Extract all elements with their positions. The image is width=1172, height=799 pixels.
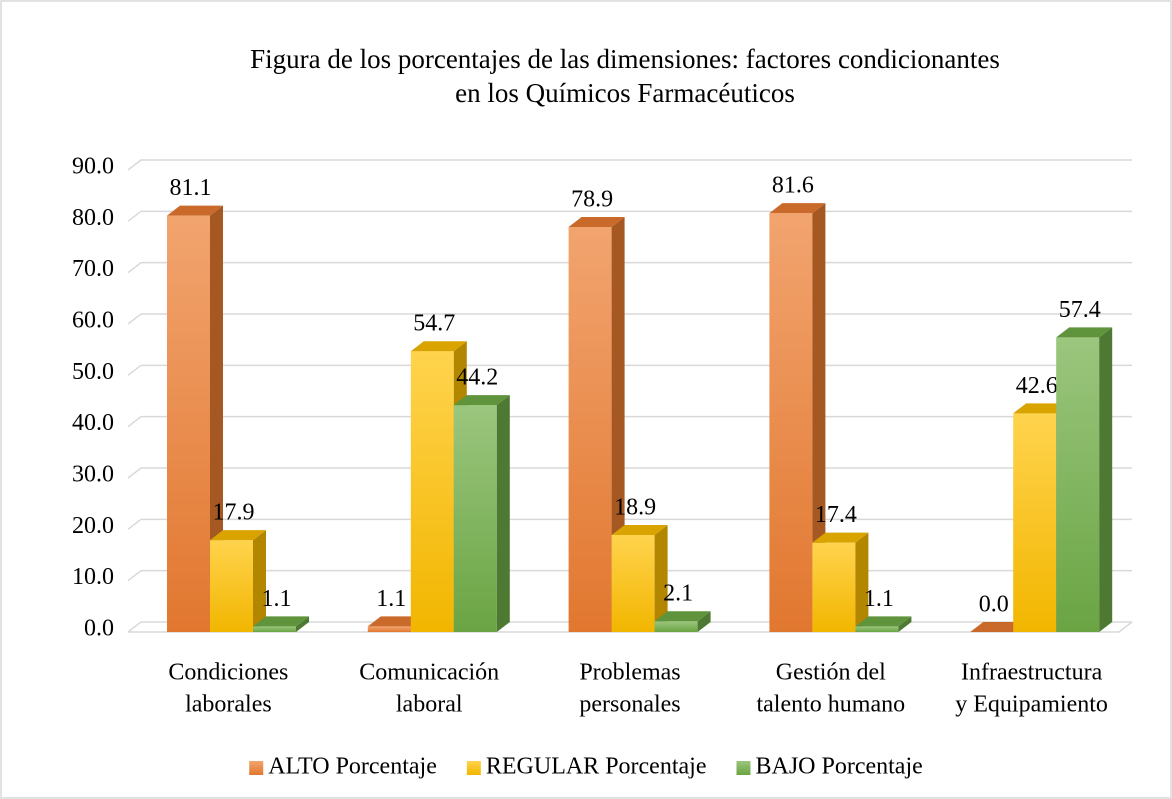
x-tick-label: Gestión del xyxy=(776,660,886,686)
bar-front xyxy=(654,621,698,632)
bar-top xyxy=(253,616,309,627)
bar-side xyxy=(253,530,266,632)
bar-top xyxy=(367,616,424,627)
bar-front xyxy=(611,534,655,632)
bar-top xyxy=(812,532,869,543)
x-tick-label: Infraestructura xyxy=(961,660,1103,686)
bar-top xyxy=(1013,403,1070,414)
bar xyxy=(812,532,869,632)
bar-front xyxy=(855,626,899,632)
bar-top xyxy=(210,530,266,541)
data-label: 44.2 xyxy=(456,365,498,391)
bar xyxy=(769,203,826,632)
bar-top xyxy=(1056,327,1113,338)
data-label: 2.1 xyxy=(663,581,693,607)
data-label: 17.4 xyxy=(815,502,857,528)
y-tick-label: 20.0 xyxy=(72,513,114,539)
chart-title: en los Químicos Farmacéuticos xyxy=(455,78,795,108)
y-tick-label: 90.0 xyxy=(72,154,114,180)
bar-side xyxy=(812,203,826,632)
legend-swatch xyxy=(249,761,264,775)
y-tick-label: 30.0 xyxy=(72,462,114,488)
y-tick-label: 0.0 xyxy=(84,616,114,642)
legend-swatch xyxy=(736,761,751,775)
bar xyxy=(1056,327,1113,632)
bar-front xyxy=(568,226,612,633)
y-tick-label: 80.0 xyxy=(72,205,114,231)
bar-top xyxy=(654,611,711,622)
data-label: 1.1 xyxy=(864,586,894,612)
data-label: 42.6 xyxy=(1016,373,1058,399)
bar-top xyxy=(855,616,912,627)
data-label: 0.0 xyxy=(979,592,1009,618)
x-tick-label: y Equipamiento xyxy=(955,692,1108,718)
bar-front xyxy=(210,540,253,632)
bar xyxy=(453,395,510,632)
y-tick-label: 60.0 xyxy=(72,308,114,334)
data-label: 78.9 xyxy=(571,186,613,212)
data-label: 1.1 xyxy=(376,586,406,612)
data-label: 18.9 xyxy=(614,494,656,520)
data-label: 81.1 xyxy=(170,175,212,201)
bar-top xyxy=(453,395,510,406)
bar-side xyxy=(496,395,510,632)
bar-front xyxy=(769,213,813,632)
x-tick-label: laborales xyxy=(185,692,272,718)
legend-label: REGULAR Porcentaje xyxy=(486,754,707,780)
x-tick-label: Problemas xyxy=(579,660,680,686)
bar-front xyxy=(167,215,210,633)
data-label: 81.6 xyxy=(772,173,814,199)
y-tick-label: 50.0 xyxy=(72,359,114,385)
y-tick-label: 10.0 xyxy=(72,564,114,590)
data-label: 54.7 xyxy=(413,311,455,337)
legend-swatch xyxy=(466,761,481,775)
bar-side xyxy=(654,524,668,632)
bar-top xyxy=(410,341,467,352)
bar xyxy=(654,611,711,632)
chart-title: Figura de los porcentajes de las dimensi… xyxy=(250,44,1000,74)
bar xyxy=(167,205,223,633)
data-label: 17.9 xyxy=(213,500,255,526)
x-tick-label: Condiciones xyxy=(168,660,288,686)
y-tick-label: 40.0 xyxy=(72,410,114,436)
bar-front xyxy=(253,626,296,632)
bar-side xyxy=(855,532,869,632)
bar-side xyxy=(697,611,711,632)
x-tick-label: laboral xyxy=(396,692,463,718)
bar-side xyxy=(1099,327,1113,632)
bar-front xyxy=(410,351,454,632)
bar xyxy=(970,622,1027,632)
bar-top xyxy=(970,622,1027,632)
data-label: 1.1 xyxy=(262,586,292,612)
bar-top xyxy=(769,203,826,214)
bar-top xyxy=(611,524,668,535)
bar-side xyxy=(296,616,309,632)
bar-front xyxy=(1056,337,1100,632)
bar-front xyxy=(367,626,411,632)
data-label: 57.4 xyxy=(1059,297,1101,323)
x-tick-label: personales xyxy=(579,692,680,718)
bar-side xyxy=(898,616,912,632)
bar xyxy=(253,616,309,632)
bar xyxy=(568,216,625,633)
bar xyxy=(210,530,266,632)
x-tick-label: talento humano xyxy=(756,692,905,718)
bar-front xyxy=(812,542,856,632)
grid-line xyxy=(127,159,1132,171)
bar-front xyxy=(1013,413,1057,632)
y-tick-label: 70.0 xyxy=(72,256,114,282)
legend-label: BAJO Porcentaje xyxy=(755,754,922,780)
bar xyxy=(611,524,668,632)
x-tick-label: Comunicación xyxy=(359,660,499,686)
bar-front xyxy=(453,405,497,632)
bar-top xyxy=(167,205,223,216)
legend-label: ALTO Porcentaje xyxy=(268,754,437,780)
bar-side xyxy=(210,205,223,633)
bar xyxy=(855,616,912,632)
bar-top xyxy=(568,216,625,227)
